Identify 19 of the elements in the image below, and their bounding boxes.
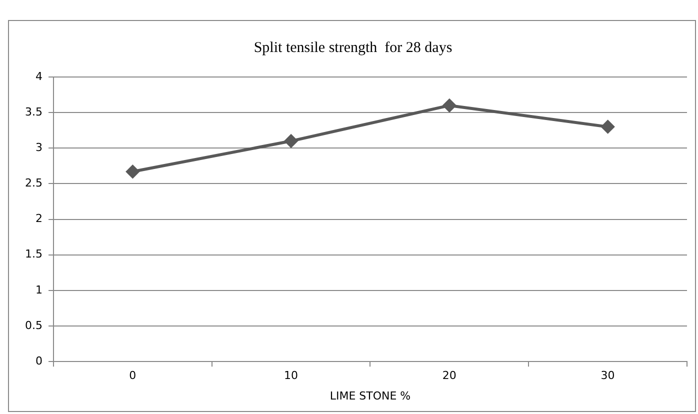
y-tick-label: 3 [35, 141, 42, 154]
x-tick-label: 10 [284, 369, 298, 382]
x-tick-label: 0 [129, 369, 136, 382]
point [284, 134, 298, 148]
point [601, 120, 614, 134]
y-tick-label: 2.5 [24, 176, 42, 190]
y-tick-label: 1 [35, 283, 42, 296]
x-tick-label: 20 [442, 369, 456, 382]
point [126, 165, 140, 178]
y-tick-label: 0.5 [24, 318, 42, 332]
y-tick-label: 0 [35, 354, 42, 368]
y-tick-label: 1.5 [24, 248, 42, 261]
y-tick-label: 3.5 [24, 105, 42, 118]
y-tick-label: 2 [35, 212, 42, 226]
point [442, 98, 456, 112]
x-tick-label: 30 [600, 369, 615, 382]
x-axis-title: LIME STONE % [330, 389, 411, 402]
chart-title: Split tensile strength for 28 days [254, 40, 452, 56]
y-tick-label: 4 [35, 70, 42, 83]
